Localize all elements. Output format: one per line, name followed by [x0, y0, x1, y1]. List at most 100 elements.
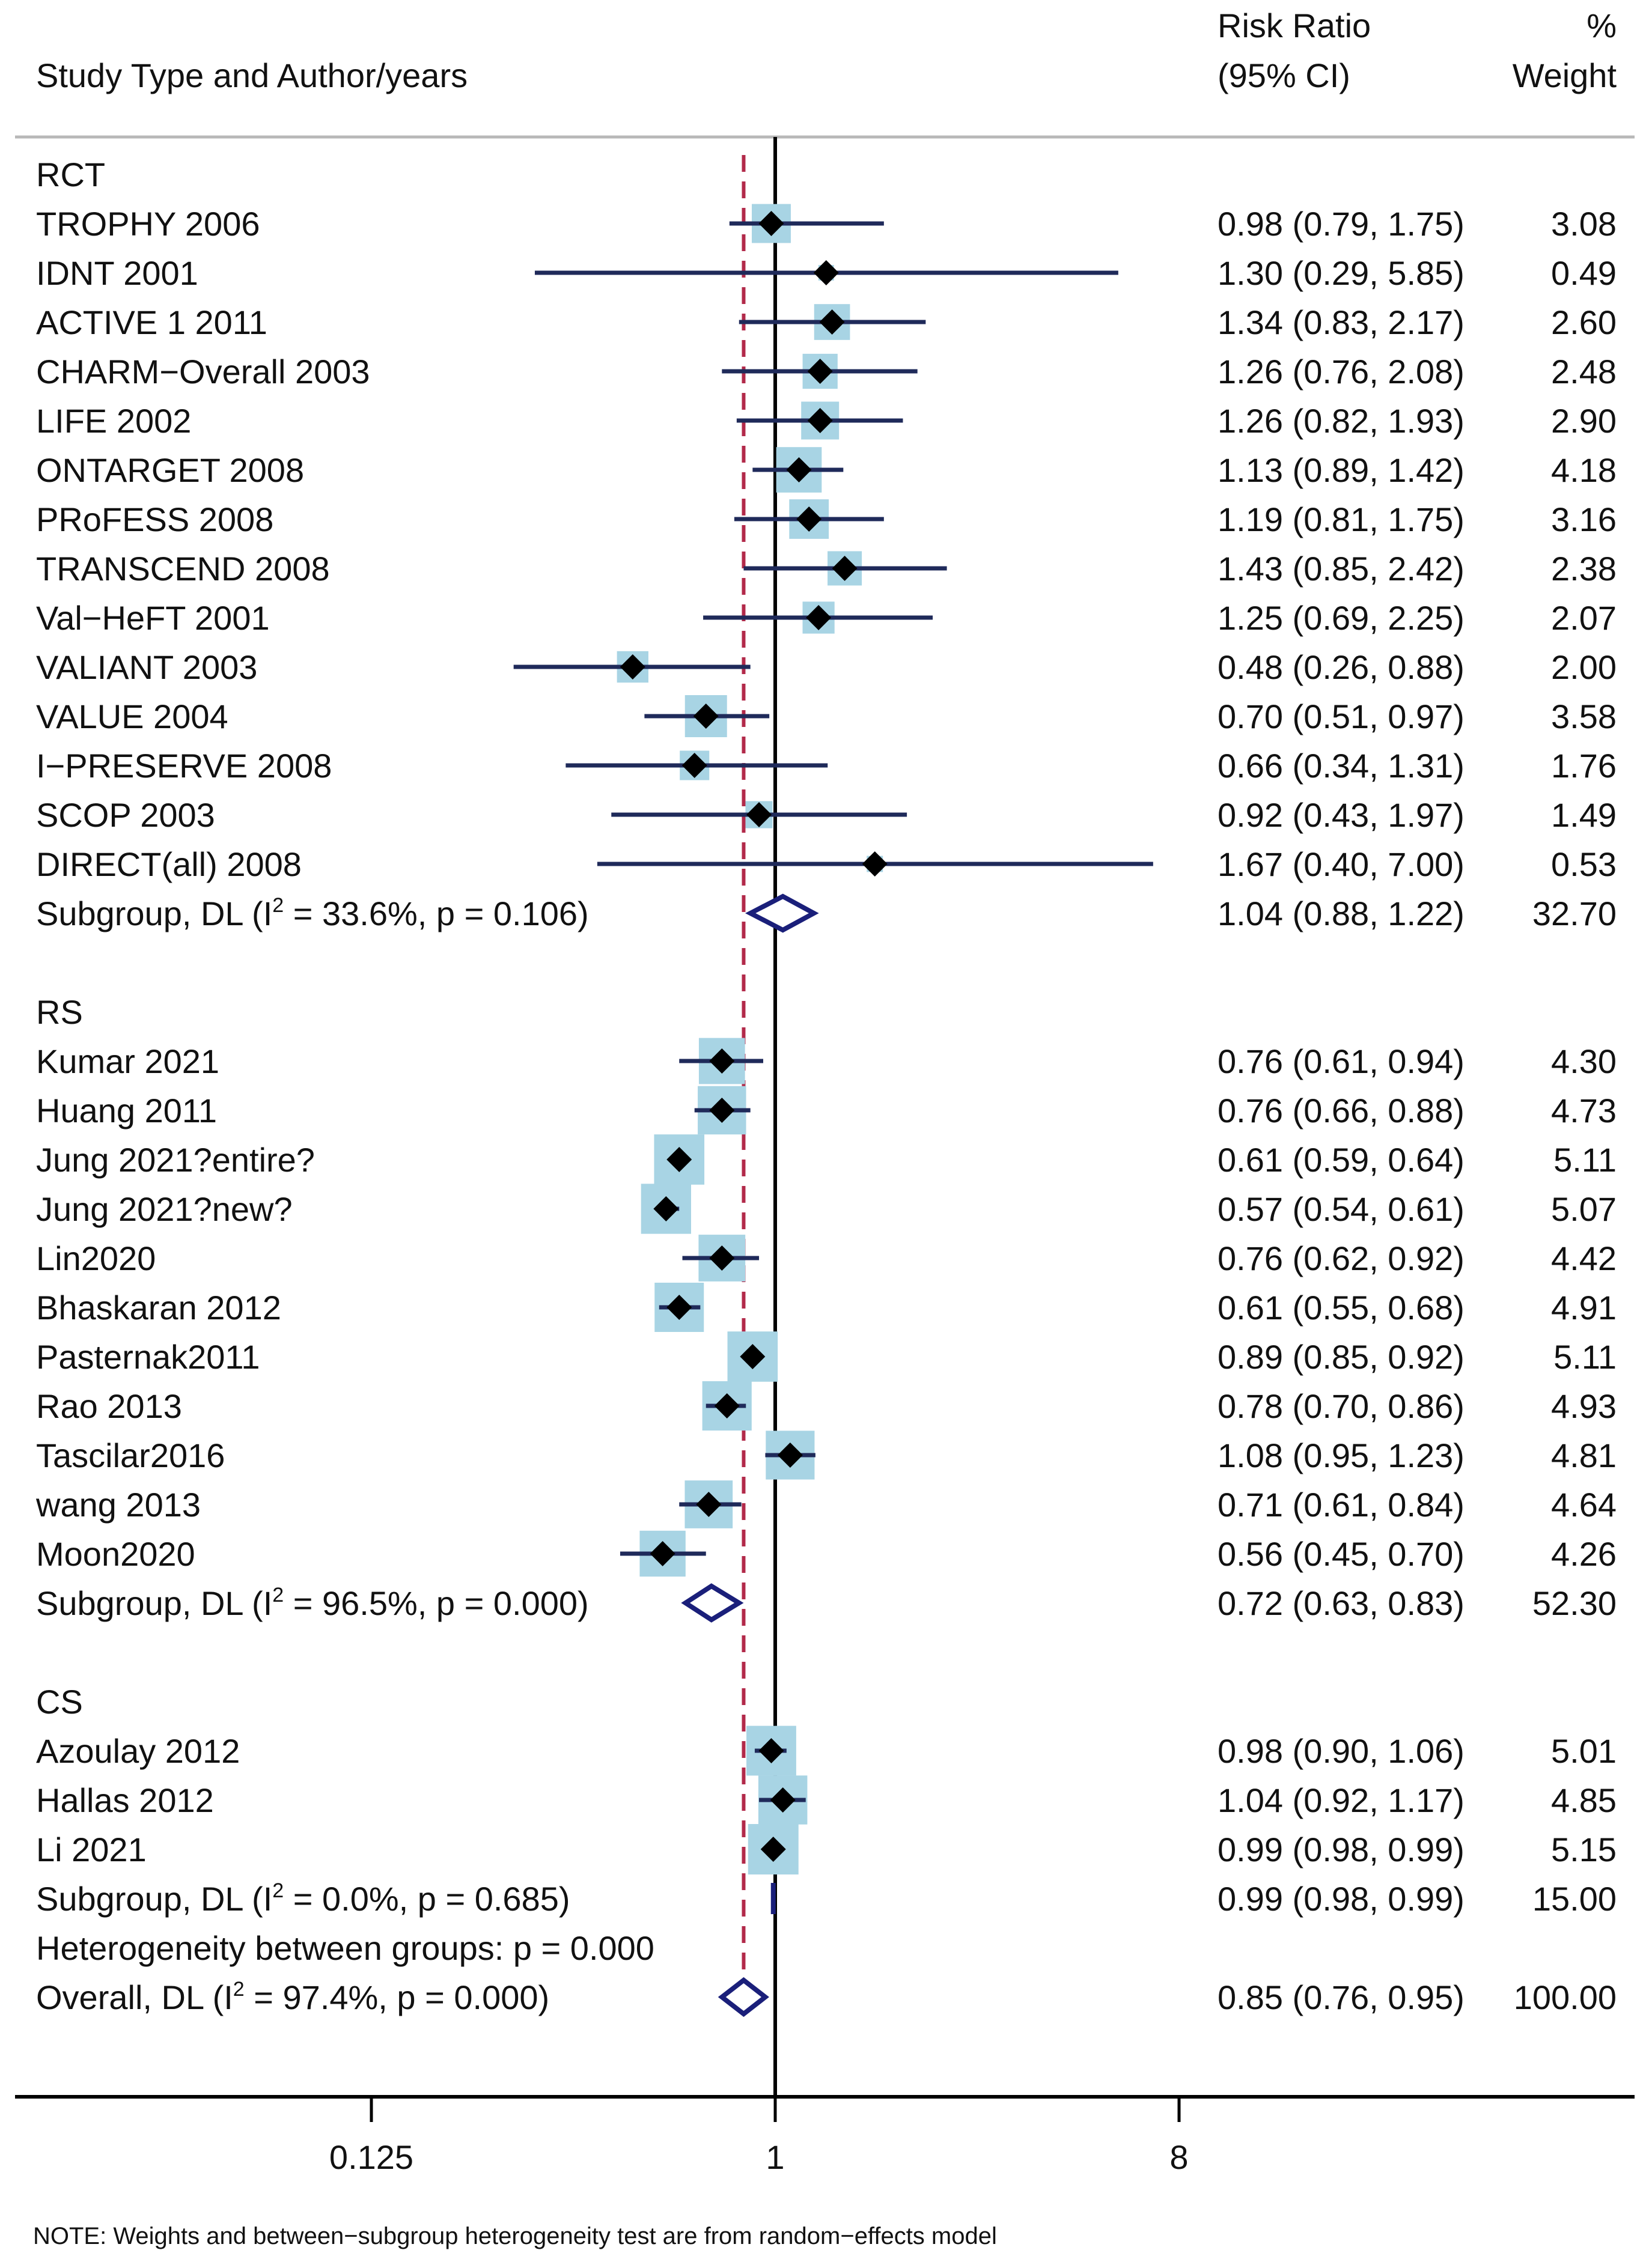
group-cs: CS Azoulay 2012 0.98 (0.90, 1.06) 5.01 Halla…: [36, 1683, 1617, 1918]
x-axis: 0.125 1 8: [15, 2095, 1635, 2176]
plot-rows: RCT TROPHY 2006 0.98 (0.79, 1.75) 3.08 IDNT …: [35, 156, 1617, 2017]
point-estimate: [786, 457, 812, 482]
ci-value: 1.26 (0.76, 2.08): [1218, 353, 1465, 391]
weight-value: 52.30: [1532, 1584, 1617, 1622]
ci-value: 0.89 (0.85, 0.92): [1218, 1338, 1465, 1376]
weight-value: 4.64: [1551, 1486, 1617, 1524]
point-estimate: [796, 506, 822, 532]
study-label: ACTIVE 1 2011: [36, 303, 267, 341]
subgroup-diamond: [745, 893, 819, 933]
point-estimate: [740, 1344, 766, 1369]
ci-value: 1.34 (0.83, 2.17): [1218, 303, 1465, 341]
ci-value: 1.08 (0.95, 1.23): [1218, 1437, 1465, 1474]
subgroup-row: Subgroup, DL (I2 = 96.5%, p = 0.000) 0.72…: [36, 1583, 1617, 1623]
weight-value: 1.49: [1551, 796, 1617, 834]
ci-value: 1.26 (0.82, 1.93): [1218, 402, 1465, 440]
point-estimate: [709, 1048, 735, 1074]
weight-value: 0.49: [1551, 254, 1617, 292]
ci-value: 0.48 (0.26, 0.88): [1218, 648, 1465, 686]
group-rs: RS Kumar 2021 0.76 (0.61, 0.94) 4.30 Huang 2…: [35, 993, 1617, 1623]
weight-value: 15.00: [1532, 1880, 1617, 1918]
weight-value: 4.30: [1551, 1042, 1617, 1080]
x-tick-label: 1: [766, 2138, 784, 2176]
ci-value: 0.56 (0.45, 0.70): [1218, 1535, 1465, 1573]
study-row: CHARM−Overall 2003 1.26 (0.76, 2.08) 2.48: [36, 353, 1617, 391]
ci-value: 0.98 (0.79, 1.75): [1218, 205, 1465, 243]
ci-value: 1.43 (0.85, 2.42): [1218, 550, 1465, 588]
study-label: Li 2021: [36, 1831, 147, 1868]
study-label: TROPHY 2006: [36, 205, 260, 243]
study-label: Azoulay 2012: [36, 1732, 240, 1770]
study-row: Jung 2021?new? 0.57 (0.54, 0.61) 5.07: [36, 1184, 1617, 1234]
ci-value: 1.25 (0.69, 2.25): [1218, 599, 1465, 637]
weight-value: 4.18: [1551, 451, 1617, 489]
study-label: Hallas 2012: [36, 1781, 214, 1819]
weight-value: 2.38: [1551, 550, 1617, 588]
ci-value: 0.61 (0.55, 0.68): [1218, 1289, 1465, 1327]
weight-value: 100.00: [1514, 1978, 1617, 2016]
study-row: LIFE 2002 1.26 (0.82, 1.93) 2.90: [36, 401, 1617, 440]
ci-value: 0.61 (0.59, 0.64): [1218, 1141, 1465, 1179]
study-label: TRANSCEND 2008: [36, 550, 330, 588]
point-estimate: [620, 654, 645, 679]
weight-value: 2.07: [1551, 599, 1617, 637]
study-row: Bhaskaran 2012 0.61 (0.55, 0.68) 4.91: [36, 1283, 1617, 1332]
point-estimate: [666, 1295, 692, 1320]
weight-value: 5.11: [1553, 1141, 1617, 1179]
study-row: Kumar 2021 0.76 (0.61, 0.94) 4.30: [36, 1038, 1617, 1084]
ci-value: 1.67 (0.40, 7.00): [1218, 845, 1465, 883]
weight-value: 2.00: [1551, 648, 1617, 686]
subgroup-diamond: [681, 1583, 744, 1623]
study-row: I−PRESERVE 2008 0.66 (0.34, 1.31) 1.76: [36, 747, 1617, 785]
study-row: Jung 2021?entire? 0.61 (0.59, 0.64) 5.11: [36, 1134, 1617, 1185]
ci-value: 1.19 (0.81, 1.75): [1218, 500, 1465, 538]
ci-value: 0.70 (0.51, 0.97): [1218, 698, 1465, 735]
study-label: ONTARGET 2008: [36, 451, 304, 489]
weight-value: 4.85: [1551, 1781, 1617, 1819]
point-estimate: [807, 359, 833, 384]
group-rct: RCT TROPHY 2006 0.98 (0.79, 1.75) 3.08 IDNT …: [36, 156, 1617, 933]
point-estimate: [714, 1393, 740, 1418]
x-tick-label: 0.125: [329, 2138, 413, 2176]
weight-value: 4.81: [1551, 1437, 1617, 1474]
ci-value: 0.78 (0.70, 0.86): [1218, 1387, 1465, 1425]
study-label: Kumar 2021: [36, 1042, 219, 1080]
subgroup-label: Subgroup, DL (I2 = 0.0%, p = 0.685): [36, 1879, 570, 1918]
point-estimate: [806, 605, 832, 630]
study-row: Moon2020 0.56 (0.45, 0.70) 4.26: [36, 1530, 1617, 1577]
study-row: VALIANT 2003 0.48 (0.26, 0.88) 2.00: [36, 648, 1617, 686]
study-row: Li 2021 0.99 (0.98, 0.99) 5.15: [36, 1824, 1617, 1874]
study-row: IDNT 2001 1.30 (0.29, 5.85) 0.49: [36, 254, 1617, 292]
weight-value: 4.73: [1551, 1092, 1617, 1129]
study-label: IDNT 2001: [36, 254, 198, 292]
overall-diamond: [718, 1977, 769, 2017]
ci-value: 0.98 (0.90, 1.06): [1218, 1732, 1465, 1770]
ci-value: 0.57 (0.54, 0.61): [1218, 1190, 1465, 1228]
point-estimate: [709, 1098, 735, 1123]
weight-value: 4.91: [1551, 1289, 1617, 1327]
point-estimate: [777, 1443, 803, 1468]
ci-value: 0.85 (0.76, 0.95): [1218, 1978, 1465, 2016]
subgroup-label: Subgroup, DL (I2 = 96.5%, p = 0.000): [36, 1584, 589, 1622]
weight-value: 5.15: [1551, 1831, 1617, 1868]
study-label: wang 2013: [35, 1486, 201, 1524]
ci-value: 0.92 (0.43, 1.97): [1218, 796, 1465, 834]
weight-value: 5.07: [1551, 1190, 1617, 1228]
point-estimate: [681, 753, 707, 778]
point-estimate: [770, 1787, 796, 1813]
point-estimate: [653, 1196, 679, 1221]
overall-row: Overall, DL (I2 = 97.4%, p = 0.000) 0.85 …: [36, 1977, 1617, 2017]
ci-value: 0.76 (0.62, 0.92): [1218, 1239, 1465, 1277]
study-label: Jung 2021?entire?: [36, 1141, 315, 1179]
study-row: Tascilar2016 1.08 (0.95, 1.23) 4.81: [36, 1430, 1617, 1480]
point-estimate: [666, 1147, 692, 1172]
ci-value: 0.72 (0.63, 0.83): [1218, 1584, 1465, 1622]
study-row: PRoFESS 2008 1.19 (0.81, 1.75) 3.16: [36, 499, 1617, 539]
study-label: Bhaskaran 2012: [36, 1289, 281, 1327]
point-estimate: [650, 1541, 675, 1566]
study-label: VALIANT 2003: [36, 648, 257, 686]
study-row: Hallas 2012 1.04 (0.92, 1.17) 4.85: [36, 1775, 1617, 1825]
point-estimate: [746, 802, 772, 827]
header-risk-ratio: Risk Ratio: [1218, 7, 1371, 44]
point-estimate: [709, 1245, 735, 1271]
